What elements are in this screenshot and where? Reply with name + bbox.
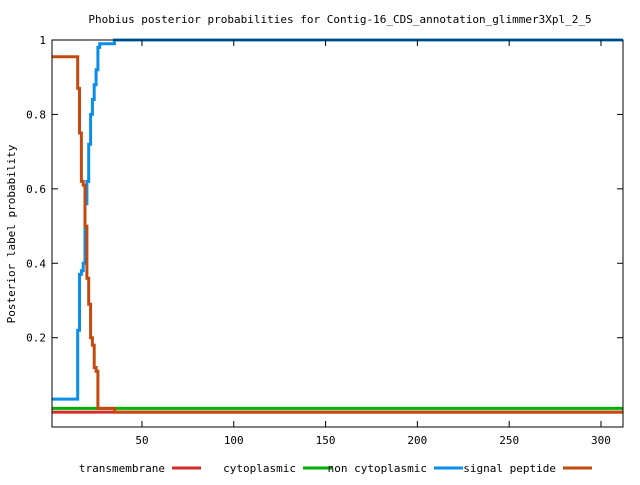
- series-line-signal-peptide: [52, 55, 623, 414]
- legend: transmembrane cytoplasmic non cytoplasmic s…: [79, 462, 592, 475]
- y-tick-label: 0.4: [26, 257, 46, 270]
- y-axis-ticks: 0.2 0.4 0.6 0.8 1: [26, 34, 623, 345]
- y-tick-label: 0.2: [26, 332, 46, 345]
- y-tick-label: 0.8: [26, 108, 46, 121]
- plot-area-frame: [51, 39, 624, 428]
- y-axis-label: Posterior label probability: [5, 144, 18, 323]
- x-tick-label: 250: [499, 434, 519, 447]
- series-layer: [52, 38, 623, 414]
- x-axis-ticks: 50 100 150 200 250 300: [135, 40, 611, 447]
- y-tick-label: 0.6: [26, 183, 46, 196]
- x-tick-label: 300: [591, 434, 611, 447]
- x-tick-label: 150: [316, 434, 336, 447]
- legend-label: signal peptide: [463, 462, 556, 475]
- legend-label: cytoplasmic: [223, 462, 296, 475]
- x-tick-label: 50: [135, 434, 148, 447]
- chart-title: Phobius posterior probabilities for Cont…: [88, 13, 591, 26]
- x-tick-label: 100: [224, 434, 244, 447]
- legend-label: transmembrane: [79, 462, 165, 475]
- y-tick-label: 1: [39, 34, 46, 47]
- legend-label: non cytoplasmic: [328, 462, 427, 475]
- x-tick-label: 200: [407, 434, 427, 447]
- series-line-non-cytoplasmic: [52, 38, 623, 401]
